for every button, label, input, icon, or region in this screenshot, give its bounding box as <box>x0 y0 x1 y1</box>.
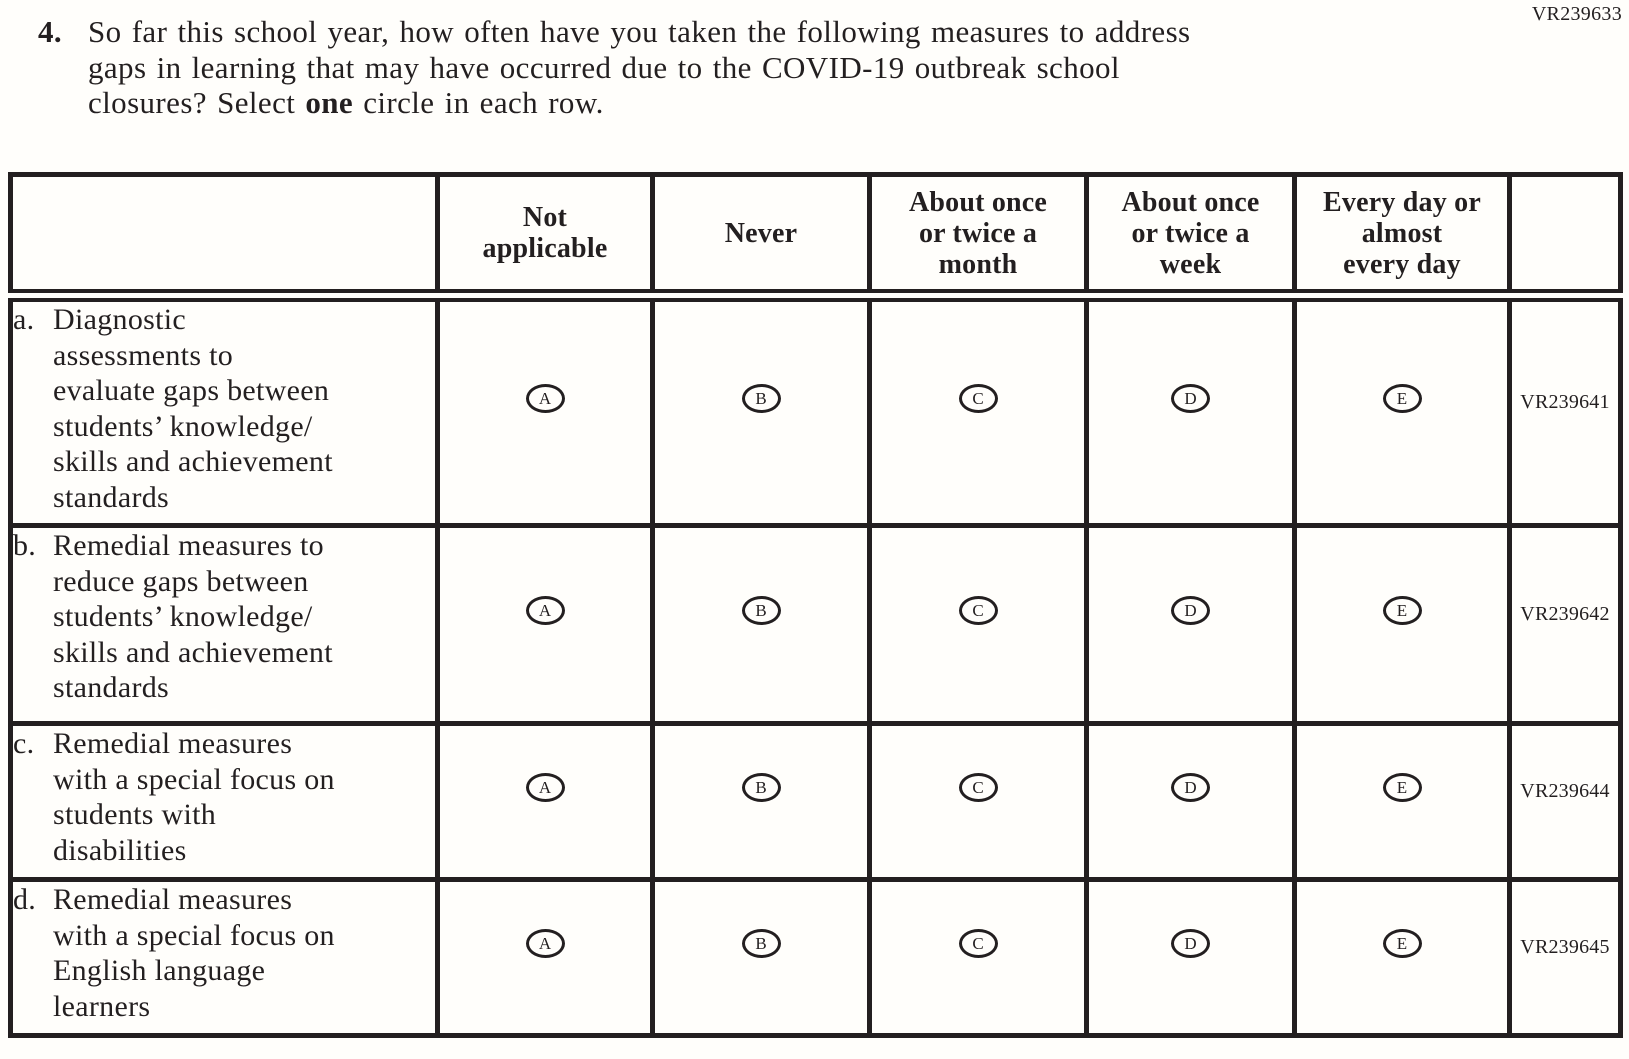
header-never: Never <box>650 172 872 302</box>
answer-circle-c-e[interactable]: E <box>1382 773 1422 802</box>
answer-cell: A <box>435 523 655 726</box>
header-once-twice-week: About once or twice a week <box>1084 172 1297 302</box>
table-row: b. Remedial measures to reduce gaps betw… <box>8 523 1623 726</box>
row-code: VR239645 <box>1520 936 1610 958</box>
question-text: So far this school year, how often have … <box>88 14 1191 121</box>
answer-cell: C <box>867 523 1089 726</box>
answer-cell: A <box>435 293 655 528</box>
answer-circle-d-b[interactable]: B <box>741 929 781 958</box>
answer-cell: C <box>867 293 1089 528</box>
answer-circle-d-e[interactable]: E <box>1382 929 1422 958</box>
answer-cell: E <box>1292 293 1512 528</box>
answer-cell: B <box>650 877 872 1038</box>
row-letter: b. <box>13 529 37 562</box>
answer-cell: E <box>1292 877 1512 1038</box>
row-text: Remedial measures with a special focus o… <box>53 727 335 867</box>
row-letter: d. <box>13 883 37 916</box>
answer-circle-d-c[interactable]: C <box>958 929 998 958</box>
answer-circle-a-c[interactable]: C <box>958 384 998 413</box>
table-row: c. Remedial measures with a special focu… <box>8 721 1623 882</box>
row-code-cell: VR239644 <box>1507 721 1623 882</box>
answer-circle-b-b[interactable]: B <box>741 596 781 625</box>
answer-circle-b-e[interactable]: E <box>1382 596 1422 625</box>
question-line-3-bold: one <box>305 85 354 120</box>
header-once-twice-month: About once or twice a month <box>867 172 1089 302</box>
answer-cell: B <box>650 721 872 882</box>
answer-circle-c-d[interactable]: D <box>1171 773 1210 802</box>
answer-cell: D <box>1084 877 1297 1038</box>
row-code-cell: VR239645 <box>1507 877 1623 1038</box>
answer-circle-a-b[interactable]: B <box>741 384 781 413</box>
page-code: VR239633 <box>1531 3 1622 25</box>
question-line-3-suffix: circle in each row. <box>353 85 604 120</box>
answer-cell: C <box>867 721 1089 882</box>
answer-circle-b-c[interactable]: C <box>958 596 998 625</box>
row-label-cell: d. Remedial measures with a special focu… <box>8 877 440 1038</box>
question-line-1: So far this school year, how often have … <box>88 14 1191 49</box>
answer-circle-c-b[interactable]: B <box>741 773 781 802</box>
row-text: Remedial measures with a special focus o… <box>53 883 335 1023</box>
answer-cell: E <box>1292 523 1512 726</box>
header-row: Not applicable Never About once or twice… <box>8 172 1623 302</box>
answer-cell: D <box>1084 293 1297 528</box>
answer-circle-d-a[interactable]: A <box>525 929 565 958</box>
question: 4. So far this school year, how often ha… <box>38 14 1191 121</box>
answer-circle-c-c[interactable]: C <box>958 773 998 802</box>
answer-circle-a-d[interactable]: D <box>1171 384 1210 413</box>
row-label-cell: c. Remedial measures with a special focu… <box>8 721 440 882</box>
answer-cell: C <box>867 877 1089 1038</box>
answer-cell: E <box>1292 721 1512 882</box>
row-letter: a. <box>13 303 35 336</box>
row-code-cell: VR239641 <box>1507 293 1623 528</box>
row-code: VR239644 <box>1520 780 1610 802</box>
answer-circle-b-d[interactable]: D <box>1171 596 1210 625</box>
header-empty-cell <box>8 172 440 302</box>
table-row: d. Remedial measures with a special focu… <box>8 877 1623 1038</box>
question-line-3-prefix: closures? Select <box>88 85 306 120</box>
row-label-cell: b. Remedial measures to reduce gaps betw… <box>8 523 440 726</box>
question-number: 4. <box>38 14 63 49</box>
answer-rows: a. Diagnostic assessments to evaluate ga… <box>8 293 1623 1038</box>
response-matrix: Not applicable Never About once or twice… <box>8 172 1623 1038</box>
row-letter: c. <box>13 727 35 760</box>
row-text: Remedial measures to reduce gaps between… <box>53 529 333 704</box>
row-code: VR239641 <box>1520 391 1610 413</box>
table-row: a. Diagnostic assessments to evaluate ga… <box>8 293 1623 528</box>
answer-circle-a-e[interactable]: E <box>1382 384 1422 413</box>
row-code-cell: VR239642 <box>1507 523 1623 726</box>
answer-cell: B <box>650 523 872 726</box>
answer-circle-a-a[interactable]: A <box>525 384 565 413</box>
answer-circle-b-a[interactable]: A <box>525 596 565 625</box>
answer-cell: D <box>1084 721 1297 882</box>
question-line-2: gaps in learning that may have occurred … <box>88 49 1120 85</box>
row-code: VR239642 <box>1520 603 1610 625</box>
row-text: Diagnostic assessments to evaluate gaps … <box>53 303 333 514</box>
answer-cell: A <box>435 877 655 1038</box>
row-label-cell: a. Diagnostic assessments to evaluate ga… <box>8 293 440 528</box>
answer-circle-d-d[interactable]: D <box>1171 929 1210 958</box>
header-not-applicable: Not applicable <box>435 172 655 302</box>
answer-circle-c-a[interactable]: A <box>525 773 565 802</box>
header-code-cell <box>1507 172 1623 302</box>
answer-cell: D <box>1084 523 1297 726</box>
answer-cell: A <box>435 721 655 882</box>
header-every-day: Every day or almost every day <box>1292 172 1512 302</box>
answer-cell: B <box>650 293 872 528</box>
